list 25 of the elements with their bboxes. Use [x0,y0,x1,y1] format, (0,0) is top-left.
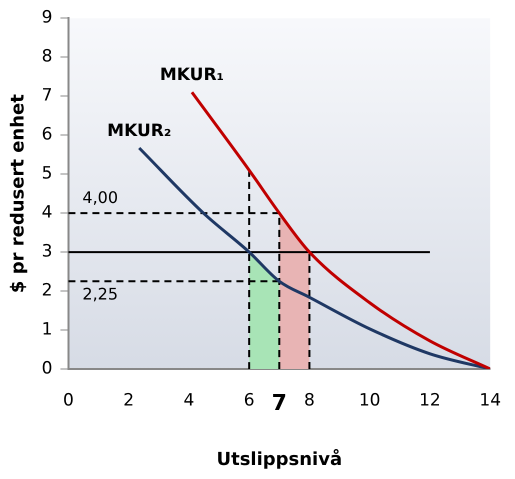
x-tick-label: 2 [123,390,134,411]
y-tick-label: 8 [42,46,52,67]
series-label: MKUR₁ [160,65,224,86]
y-axis-title: $ pr redusert enhet [7,94,28,294]
y-tick-label: 5 [42,164,52,184]
x-tick-label: 12 [419,390,441,411]
x-tick-label: 0 [63,390,74,411]
x-tick-label: 6 [244,390,255,411]
y-tick-label: 9 [42,8,52,28]
series-label: MKUR₂ [107,120,172,141]
annotation: 2,25 [82,284,118,304]
y-tick-label: 1 [42,319,52,340]
x-tick-label: 10 [358,390,380,411]
x-tick-label: 8 [304,390,315,411]
annotation: 4,00 [82,188,118,208]
x-tick-label: 7 [272,390,287,416]
x-tick-label: 14 [479,390,502,411]
y-tick-label: 0 [42,358,52,378]
y-tick-label: 4 [42,202,52,223]
y-tick-label: 2 [42,280,52,300]
y-tick-label: 7 [42,86,52,106]
y-tick-label: 3 [42,241,52,262]
x-axis-title: Utslippsnivå [216,448,342,470]
y-tick-label: 6 [42,124,52,145]
x-tick-label: 4 [184,390,194,411]
